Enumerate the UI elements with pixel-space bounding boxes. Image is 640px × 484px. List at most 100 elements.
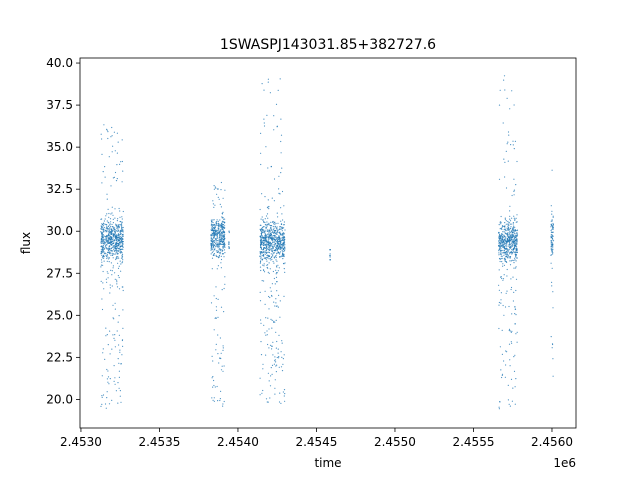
data-point xyxy=(516,221,518,223)
data-point xyxy=(551,251,553,253)
data-point xyxy=(505,240,507,242)
data-point xyxy=(273,227,275,229)
data-point xyxy=(107,249,109,251)
data-point xyxy=(267,257,269,259)
data-point xyxy=(502,225,504,227)
data-point xyxy=(104,238,106,240)
data-point xyxy=(279,253,281,255)
data-point xyxy=(503,234,505,236)
data-point xyxy=(259,262,261,264)
data-point xyxy=(259,252,261,254)
data-point xyxy=(101,223,103,225)
data-point xyxy=(272,244,274,246)
data-point xyxy=(262,240,264,242)
data-point xyxy=(100,242,102,244)
data-point xyxy=(508,242,510,244)
data-point xyxy=(267,206,269,208)
data-point xyxy=(224,237,226,239)
data-point xyxy=(281,253,284,255)
data-point xyxy=(217,247,219,249)
data-point xyxy=(115,239,117,241)
data-point xyxy=(214,244,216,246)
data-point xyxy=(512,300,515,302)
data-point xyxy=(119,242,121,244)
data-point xyxy=(501,329,503,331)
data-point xyxy=(505,245,507,247)
data-point xyxy=(101,252,103,254)
data-point xyxy=(108,216,110,218)
data-point xyxy=(106,226,108,228)
data-point xyxy=(116,283,118,285)
data-point xyxy=(108,383,110,385)
data-point xyxy=(213,219,215,221)
y-tick-label: 32.5 xyxy=(46,182,73,196)
data-point xyxy=(103,220,105,222)
data-point xyxy=(112,240,114,242)
data-point xyxy=(108,233,110,235)
data-point xyxy=(283,239,285,241)
data-point xyxy=(273,277,275,280)
data-point xyxy=(512,387,514,389)
data-point xyxy=(513,227,515,229)
data-point xyxy=(278,334,280,336)
data-point xyxy=(213,244,215,246)
data-point xyxy=(260,241,262,243)
data-point xyxy=(262,264,264,266)
data-point xyxy=(502,279,504,281)
data-point xyxy=(501,233,503,235)
data-point xyxy=(119,230,121,233)
data-point xyxy=(550,229,552,232)
data-point xyxy=(550,240,552,242)
data-point xyxy=(276,242,278,244)
data-point xyxy=(218,249,220,251)
data-point xyxy=(279,392,281,394)
data-point xyxy=(498,104,501,106)
chart-title: 1SWASPJ143031.85+382727.6 xyxy=(220,37,436,53)
data-point xyxy=(273,234,275,236)
data-point xyxy=(278,245,280,247)
data-point xyxy=(217,222,219,224)
data-point xyxy=(269,296,271,299)
data-point xyxy=(510,144,512,146)
data-point xyxy=(274,238,276,240)
y-tick-label: 35.0 xyxy=(46,140,73,154)
data-point xyxy=(507,245,509,247)
data-point xyxy=(211,248,213,250)
data-point xyxy=(116,247,118,249)
data-point xyxy=(510,226,512,228)
data-point xyxy=(102,236,104,238)
data-point xyxy=(213,379,215,382)
data-point xyxy=(111,244,113,246)
data-point xyxy=(550,244,552,246)
data-point xyxy=(516,257,518,259)
data-point xyxy=(113,131,115,133)
data-point xyxy=(222,229,225,231)
data-point xyxy=(507,240,509,242)
data-point xyxy=(217,298,219,300)
data-point xyxy=(265,230,267,232)
data-point xyxy=(270,225,272,227)
data-point xyxy=(102,264,104,266)
data-point xyxy=(223,237,225,239)
data-point xyxy=(110,225,112,227)
data-point xyxy=(511,228,513,230)
data-point xyxy=(508,244,510,246)
data-point xyxy=(112,145,114,147)
data-point xyxy=(505,223,507,225)
data-point xyxy=(119,349,121,351)
data-point xyxy=(108,231,110,233)
data-point xyxy=(219,251,222,253)
data-point xyxy=(273,249,276,251)
data-point xyxy=(114,248,116,250)
data-point xyxy=(280,366,283,368)
data-point xyxy=(117,250,119,252)
data-point xyxy=(107,370,109,372)
data-point xyxy=(121,237,123,239)
data-point xyxy=(265,225,267,227)
data-point xyxy=(508,256,510,258)
data-point xyxy=(550,205,552,207)
data-point xyxy=(507,384,509,386)
data-point xyxy=(264,332,266,334)
data-point xyxy=(117,230,119,232)
data-point xyxy=(275,233,277,235)
